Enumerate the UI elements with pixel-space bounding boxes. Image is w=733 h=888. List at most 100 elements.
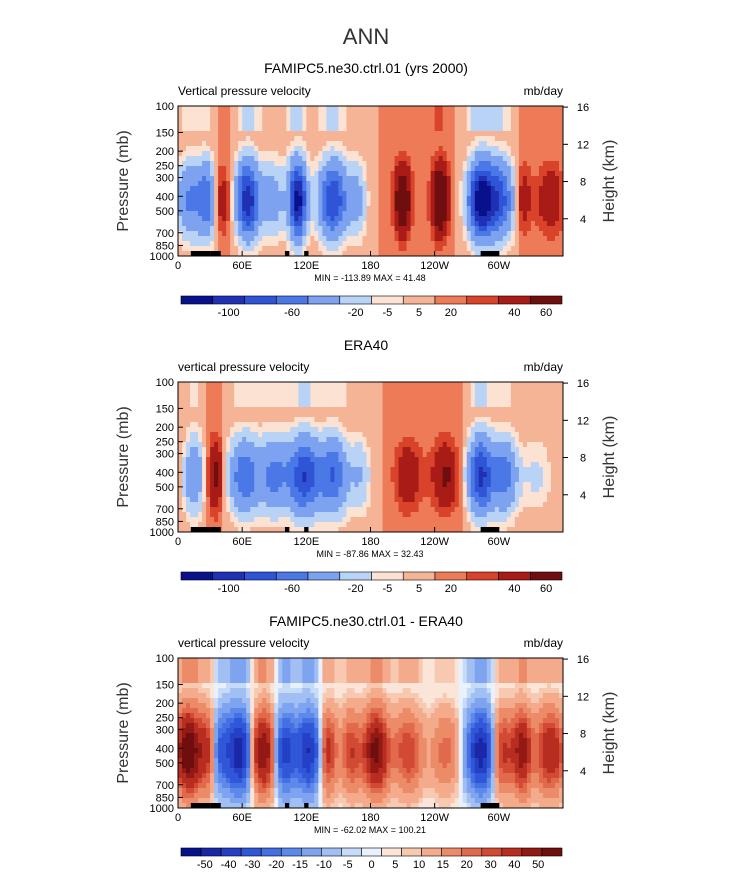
heatmap-cell [270,121,275,127]
heatmap-cell [246,447,251,453]
heatmap-cell [434,226,440,232]
heatmap-cell [286,397,291,403]
heatmap-cell [242,382,247,388]
heatmap-cell [550,156,556,162]
heatmap-cell [246,181,251,187]
heatmap-cell [398,166,403,172]
heatmap-cell [522,417,528,423]
heatmap-cell [366,407,371,413]
heatmap-cell [318,126,323,132]
heatmap-cell [510,136,516,142]
heatmap-cell [514,447,520,453]
heatmap-cell [246,201,251,207]
heatmap-cell [474,146,480,152]
heatmap-cell [434,201,440,207]
heatmap-cell [494,211,500,217]
heatmap-cell [346,201,351,207]
heatmap-cell [258,422,263,428]
heatmap-cell [210,161,215,167]
heatmap-cell [182,111,187,117]
heatmap-cell [426,452,432,458]
heatmap-cell [274,437,279,443]
heatmap-cell [302,181,307,187]
heatmap-cell [522,231,528,237]
heatmap-cell [506,121,512,127]
heatmap-cell [434,437,440,443]
heatmap-cell [486,462,492,468]
heatmap-cell [538,427,544,433]
heatmap-cell [286,211,291,217]
heatmap-cell [194,482,199,488]
heatmap-cell [450,251,456,257]
heatmap-cell [442,116,448,122]
heatmap-cell [526,181,532,187]
heatmap-cell [318,206,323,212]
heatmap-cell [382,196,387,202]
heatmap-cell [326,141,331,147]
heatmap-cell [286,186,291,192]
heatmap-cell [222,397,227,403]
heatmap-cell [530,412,536,418]
heatmap-cell [422,106,428,112]
heatmap-cell [198,382,203,388]
heatmap-cell [510,111,516,117]
heatmap-cell [546,201,552,207]
heatmap-cell [382,236,387,242]
heatmap-cell [422,211,428,217]
heatmap-cell [278,387,283,393]
heatmap-cell [346,477,351,483]
heatmap-cell [346,452,351,458]
x-tick-label: 120E [293,260,319,272]
heatmap-cell [430,201,436,207]
heatmap-cell [354,387,359,393]
heatmap-cell [270,472,275,478]
heatmap-cell [470,447,476,453]
heatmap-cell [322,181,327,187]
heatmap-cell [278,236,283,242]
heatmap-cell [510,482,516,488]
heatmap-cell [538,462,544,468]
heatmap-cell [382,216,387,222]
heatmap-cell [434,467,440,473]
heatmap-cell [498,151,504,157]
heatmap-cell [394,126,399,132]
heatmap-cell [386,146,391,152]
heatmap-cell [542,402,548,408]
heatmap-cell [458,387,464,393]
heatmap-cell [506,417,512,423]
heatmap-cell [250,422,255,428]
heatmap-cell [434,397,440,403]
heatmap-cell [510,196,516,202]
heatmap-cell [278,432,283,438]
heatmap-cell [402,161,407,167]
heatmap-cell [282,452,287,458]
heatmap-cell [418,462,424,468]
heatmap-cell [554,141,560,147]
heatmap-cell [198,196,203,202]
heatmap-cell [346,402,351,408]
heatmap-cell [526,141,532,147]
heatmap-cell [330,462,335,468]
heatmap-cell [178,146,183,152]
heatmap-cell [326,126,331,132]
heatmap-cell [398,437,403,443]
heatmap-cell [394,171,399,177]
heatmap-cell [250,251,255,257]
heatmap-cell [450,467,456,473]
heatmap-cell [290,201,295,207]
heatmap-cell [186,131,191,137]
heatmap-cell [486,432,492,438]
heatmap-cell [526,251,532,257]
heatmap-cell [470,111,476,117]
heatmap-cell [254,447,259,453]
heatmap-cell [258,201,263,207]
heatmap-cell [522,131,528,137]
heatmap-cell [446,196,452,202]
heatmap-cell [222,216,227,222]
heatmap-cell [198,161,203,167]
heatmap-cell [274,462,279,468]
heatmap-cell [558,407,564,413]
heatmap-cell [378,141,383,147]
heatmap-cell [498,432,504,438]
heatmap-cell [410,106,416,112]
